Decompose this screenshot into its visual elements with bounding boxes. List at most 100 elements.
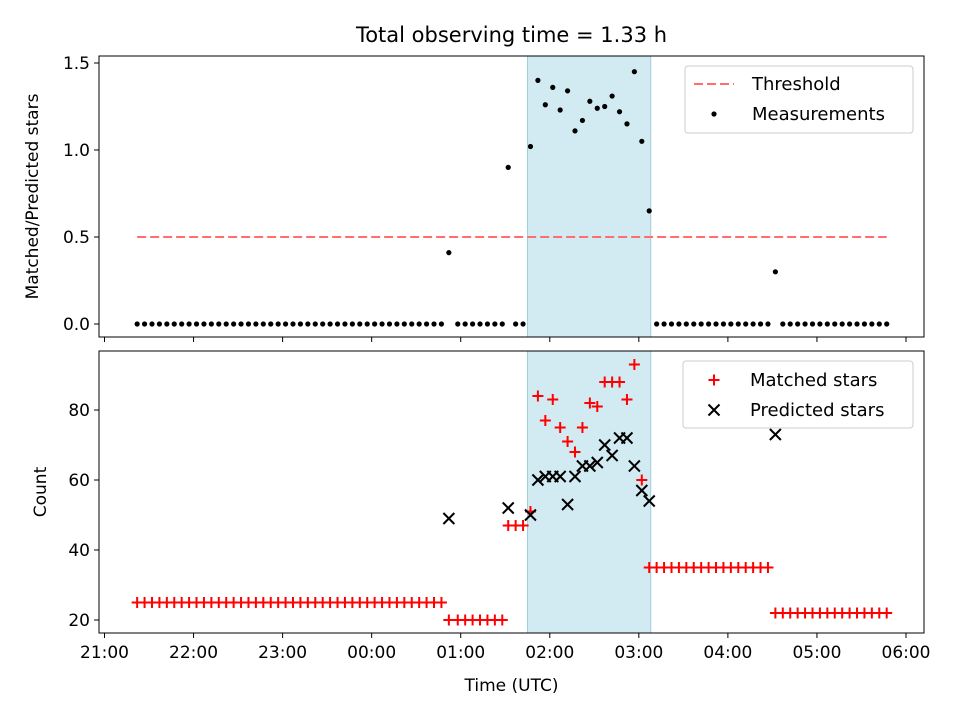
measurement-point: [854, 321, 860, 327]
measurement-point: [579, 117, 586, 124]
measurement-point: [505, 164, 511, 170]
measurement-point: [492, 321, 498, 327]
measurement-point: [884, 321, 890, 327]
predicted-star-point: [561, 498, 574, 511]
measurement-point: [743, 321, 749, 327]
measurement-point: [268, 321, 274, 327]
measurement-point: [455, 321, 461, 327]
measurement-point: [171, 321, 177, 327]
bottom-x-axis-ticks: 21:00 22:00 23:00 00:00 01:00 02:00 03:00 04:00…: [80, 633, 931, 663]
measurement-point: [372, 321, 378, 327]
measurement-point: [423, 321, 430, 327]
measurement-point: [750, 321, 756, 327]
chart-title: Total observing time = 1.33 h: [355, 23, 667, 47]
top-legend-box: [684, 65, 914, 134]
measurement-point: [720, 321, 727, 327]
matched-star-point: [762, 562, 774, 573]
predicted-star-point: [531, 473, 545, 487]
predicted-star-point: [524, 508, 537, 522]
predicted-star-point: [635, 484, 649, 497]
predicted-star-point: [605, 449, 619, 462]
measurement-point: [713, 321, 719, 327]
measurement-point: [208, 321, 214, 327]
matched-star-point: [554, 422, 566, 433]
measurement-point: [164, 321, 170, 327]
measurement-point: [631, 69, 637, 75]
x-tick-label: 21:00: [80, 643, 129, 663]
measurement-point: [134, 321, 140, 327]
bottom-plot-frame: [98, 350, 925, 634]
measurement-point: [557, 107, 563, 113]
legend-measurements-swatch: [711, 111, 717, 117]
bottom-highlight-band: [527, 350, 652, 634]
top-legend: Threshold Measurements: [684, 65, 914, 134]
measurement-point: [334, 321, 341, 327]
predicted-star-point: [769, 428, 782, 441]
measurement-point: [609, 93, 615, 99]
measurement-point: [846, 321, 853, 327]
y-tick-label: 80: [68, 401, 90, 421]
measurement-point: [550, 84, 556, 90]
measurement-point: [869, 321, 875, 327]
measurement-point: [624, 121, 630, 127]
bottom-legend-box: [682, 360, 914, 429]
matched-star-point: [591, 401, 603, 412]
legend-predicted-label: Predicted stars: [750, 400, 884, 421]
matched-star-point: [569, 446, 581, 458]
measurement-point: [312, 321, 318, 327]
measurement-point: [499, 321, 505, 327]
matched-star-point: [435, 597, 447, 608]
matched-star-point: [584, 397, 596, 409]
measurement-point: [462, 321, 468, 327]
measurement-point: [386, 321, 393, 327]
top-panel: 0.0 0.5 1.0 1.5 Total observing time = 1.33…: [23, 23, 925, 342]
measurement-point: [876, 321, 882, 327]
predicted-stars-points: [442, 428, 782, 525]
bottom-y-axis-ticks: 20 40 60 80: [68, 401, 99, 631]
measurements-points: [134, 69, 890, 327]
measurement-point: [357, 321, 363, 327]
measurement-point: [149, 321, 155, 327]
predicted-star-point: [583, 459, 597, 473]
x-tick-label: 01:00: [436, 643, 485, 663]
y-tick-label: 0.5: [63, 228, 90, 248]
predicted-star-point: [643, 494, 656, 508]
matched-star-point: [562, 436, 574, 447]
measurement-point: [661, 321, 667, 327]
matched-star-point: [621, 394, 633, 405]
x-tick-label: 22:00: [169, 643, 218, 663]
y-tick-label: 1.0: [63, 141, 90, 161]
measurement-point: [431, 321, 437, 327]
measurement-point: [327, 321, 333, 327]
measurement-point: [839, 321, 845, 327]
measurement-point: [342, 321, 348, 327]
measurement-point: [297, 321, 304, 327]
measurement-point: [216, 321, 222, 327]
y-tick-label: 0.0: [63, 315, 90, 335]
bottom-panel: 20 40 60 80 21:00 22:00 23:00 00:00 01:00 02:00 0…: [31, 350, 931, 696]
measurement-point: [639, 138, 645, 144]
matched-star-point: [496, 614, 508, 626]
predicted-star-point: [628, 459, 641, 473]
measurement-point: [477, 321, 483, 327]
measurement-point: [245, 321, 252, 327]
x-tick-label: 03:00: [614, 643, 663, 663]
measurement-point: [802, 321, 808, 327]
measurement-point: [223, 321, 229, 327]
measurement-point: [438, 321, 445, 327]
measurement-point: [646, 208, 652, 214]
top-y-axis-label: Matched/Predicted stars: [23, 93, 43, 299]
measurement-point: [676, 321, 682, 327]
measurement-point: [587, 98, 593, 104]
measurement-point: [572, 128, 578, 134]
measurement-point: [484, 321, 491, 327]
bottom-y-axis-label: Count: [31, 466, 51, 517]
measurement-point: [253, 321, 259, 327]
measurement-point: [728, 321, 734, 327]
measurement-point: [401, 321, 407, 327]
measurement-point: [824, 321, 830, 327]
measurement-point: [535, 77, 541, 83]
y-tick-label: 40: [68, 541, 90, 561]
measurement-point: [409, 321, 415, 327]
measurement-point: [379, 321, 385, 327]
